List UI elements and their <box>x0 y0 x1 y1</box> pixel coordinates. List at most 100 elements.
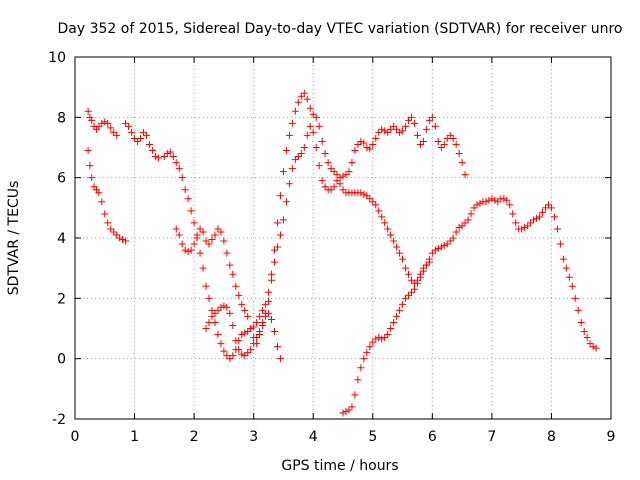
data-point <box>273 243 281 251</box>
data-point <box>125 122 133 130</box>
x-tick-label: 1 <box>130 429 139 445</box>
data-point <box>217 340 225 348</box>
data-point <box>464 216 472 224</box>
data-point <box>360 190 368 198</box>
data-point <box>339 409 347 417</box>
data-point <box>321 183 329 191</box>
data-point <box>416 273 424 281</box>
data-point <box>339 172 347 180</box>
data-point <box>378 213 386 221</box>
data-point <box>372 335 380 343</box>
data-point <box>98 198 106 206</box>
data-point <box>247 346 255 354</box>
data-point <box>437 243 445 251</box>
data-point <box>396 306 404 314</box>
data-point <box>363 349 371 357</box>
data-point <box>232 282 240 290</box>
data-point <box>163 150 171 158</box>
data-point <box>229 270 237 278</box>
data-point <box>119 236 127 244</box>
data-point <box>247 325 255 332</box>
data-point <box>220 237 228 245</box>
data-point <box>473 201 481 209</box>
data-point <box>381 219 389 227</box>
data-point <box>384 128 392 136</box>
data-point <box>235 346 243 354</box>
data-point <box>202 282 210 290</box>
data-point <box>253 318 261 326</box>
data-point <box>589 343 597 351</box>
data-point <box>101 118 109 126</box>
data-point <box>506 201 514 209</box>
data-point <box>485 196 493 204</box>
ticks-layer: 0 1 2 3 4 5 6 7 8 9 -2 0 2 4 6 8 10 <box>48 50 615 445</box>
data-point <box>455 150 463 158</box>
data-point <box>297 92 305 100</box>
data-point <box>181 186 189 194</box>
data-point <box>211 318 219 326</box>
data-point <box>357 189 365 197</box>
data-point <box>271 246 279 254</box>
data-point <box>101 210 109 218</box>
y-tick-label: 2 <box>57 291 66 307</box>
data-point <box>321 150 329 158</box>
data-point <box>122 119 130 127</box>
data-point <box>229 321 237 329</box>
data-point <box>86 113 94 121</box>
data-point <box>294 98 302 106</box>
data-point <box>393 312 401 320</box>
data-point <box>262 300 270 308</box>
data-point <box>205 294 213 302</box>
data-point <box>95 122 103 130</box>
data-point <box>113 131 121 139</box>
data-point <box>574 306 582 314</box>
data-point <box>139 128 147 136</box>
data-point <box>193 231 201 239</box>
data-point <box>345 406 353 414</box>
data-point <box>309 128 317 136</box>
data-point <box>297 150 305 158</box>
data-point <box>276 231 284 239</box>
data-point <box>390 237 398 245</box>
data-point <box>396 128 404 136</box>
data-point <box>431 246 439 254</box>
data-point <box>88 174 96 182</box>
data-point <box>393 243 401 251</box>
data-point <box>148 147 156 155</box>
data-point <box>217 303 225 311</box>
data-point <box>419 267 427 275</box>
data-point <box>407 276 415 284</box>
data-point <box>268 276 276 284</box>
data-point <box>440 242 448 250</box>
data-point <box>345 168 353 176</box>
grid-layer <box>75 57 611 419</box>
data-point <box>366 343 374 351</box>
data-point <box>190 219 198 227</box>
data-point <box>396 249 404 257</box>
data-point <box>533 214 541 222</box>
data-point <box>256 328 264 336</box>
data-point <box>271 258 279 266</box>
data-point <box>402 122 410 130</box>
data-point <box>253 334 261 342</box>
data-point <box>461 171 469 179</box>
data-point <box>205 240 213 248</box>
x-tick-label: 7 <box>487 429 496 445</box>
data-point <box>184 248 192 256</box>
data-point <box>256 312 264 320</box>
data-point <box>303 131 311 139</box>
x-tick-label: 3 <box>249 429 258 445</box>
data-point <box>166 148 174 156</box>
data-point <box>410 285 418 293</box>
data-point <box>437 144 445 151</box>
data-point <box>318 177 326 185</box>
data-point <box>375 334 383 342</box>
data-point <box>175 231 183 239</box>
data-point <box>592 344 600 352</box>
data-point <box>387 125 395 133</box>
data-point <box>291 156 299 164</box>
marks-layer <box>84 89 600 417</box>
x-tick-label: 9 <box>607 429 616 445</box>
data-point <box>178 240 186 248</box>
data-point <box>422 125 430 133</box>
